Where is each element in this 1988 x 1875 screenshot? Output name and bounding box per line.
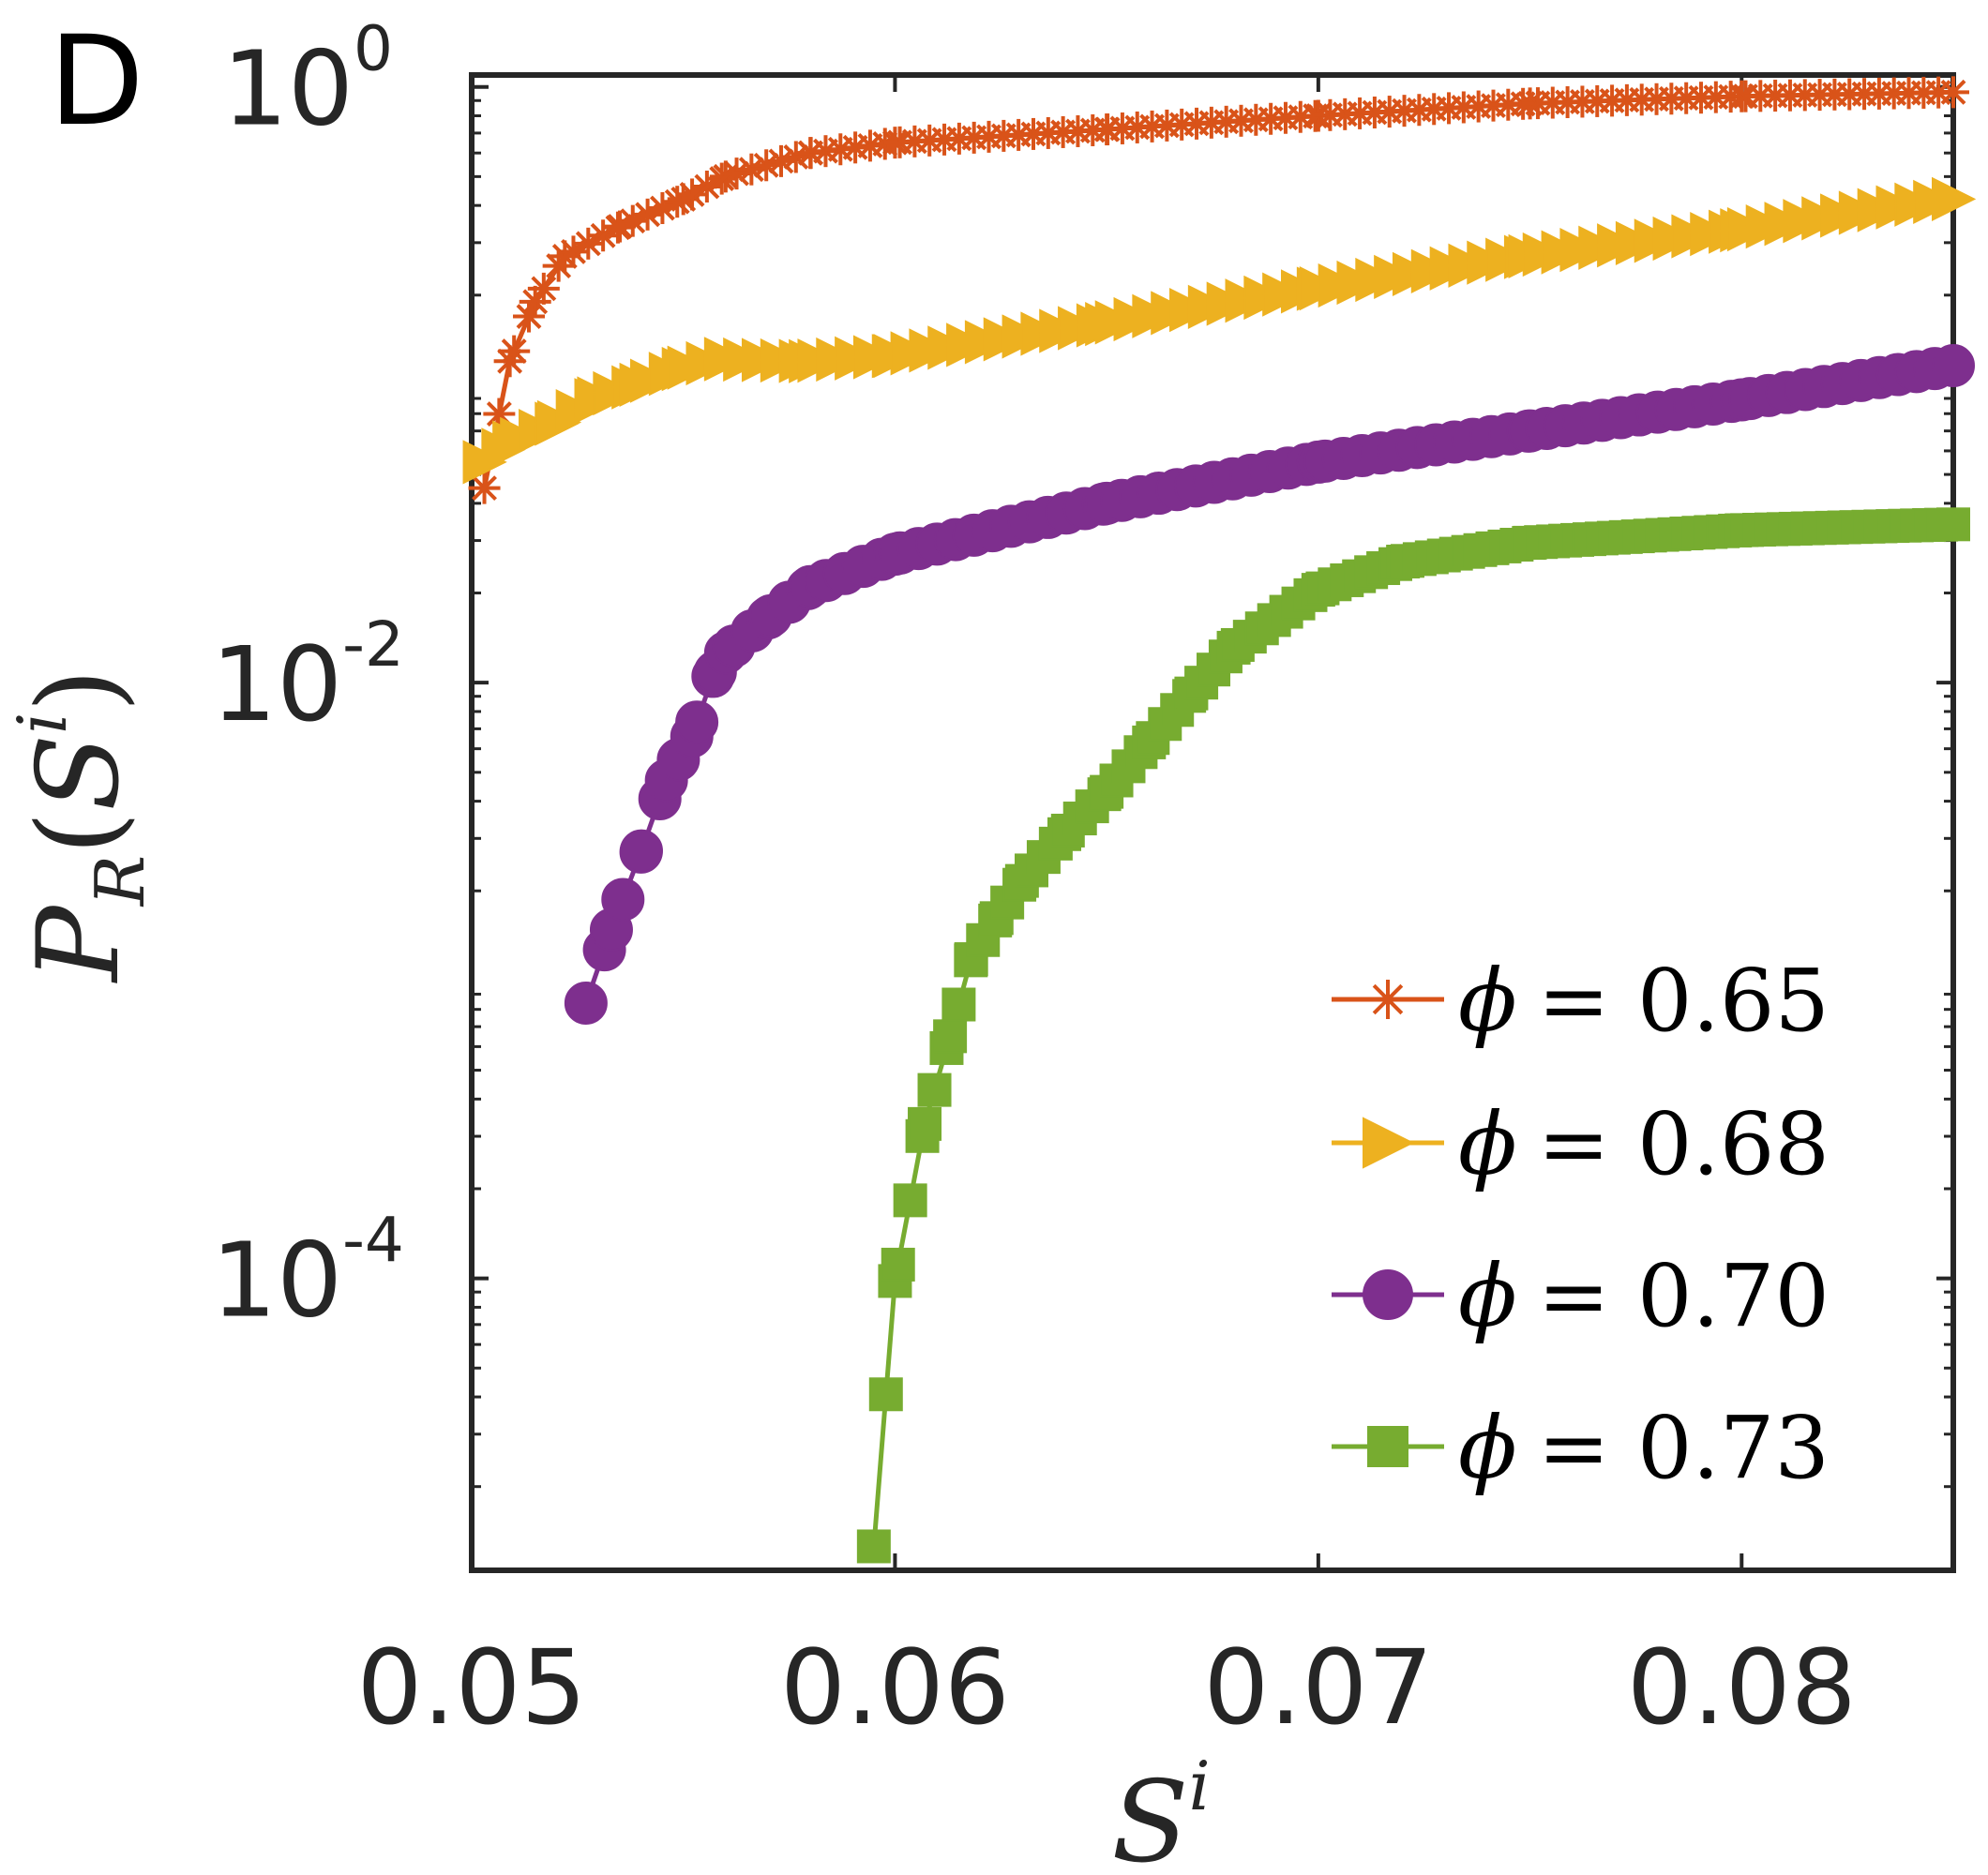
legend-item: ϕ = 0.68: [1332, 1094, 1830, 1194]
legend-label: ϕ = 0.68: [1458, 1094, 1830, 1194]
data-point: [513, 300, 546, 333]
data-point: [1367, 1426, 1408, 1467]
legend-value: = 0.68: [1538, 1094, 1830, 1194]
data-point: [1936, 507, 1970, 542]
data-point: [941, 987, 976, 1022]
x-tick-label: 0.05: [357, 1628, 587, 1748]
data-point: [468, 472, 501, 504]
data-point: [572, 227, 605, 260]
data-point: [893, 1183, 927, 1218]
legend-item: ϕ = 0.73: [1332, 1398, 1830, 1498]
series-3: [856, 507, 1970, 1564]
legend-phi: ϕ: [1458, 951, 1517, 1051]
data-point: [933, 1019, 968, 1054]
series-layer: [462, 76, 1977, 1564]
data-point: [604, 210, 636, 243]
legend-item: ϕ = 0.65: [1332, 951, 1830, 1051]
x-axis-label-sup: i: [1189, 1747, 1211, 1825]
x-axis-label-base: S: [1111, 1758, 1188, 1875]
data-point: [1932, 343, 1975, 387]
x-tick-label: 0.07: [1203, 1628, 1433, 1748]
legend-value: = 0.73: [1538, 1398, 1830, 1498]
series-2: [564, 343, 1975, 1025]
legend-phi: ϕ: [1458, 1094, 1517, 1194]
x-axis-ticks: 0.05 0.06 0.07 0.08: [357, 75, 1857, 1748]
x-axis-label: Si: [1111, 1747, 1210, 1875]
series-0: [468, 76, 1969, 504]
data-point: [881, 1247, 915, 1282]
legend-label: ϕ = 0.65: [1458, 951, 1830, 1051]
y-axis-label-sub: R: [81, 855, 159, 908]
y-axis-label-base: P: [14, 904, 144, 983]
data-point: [619, 829, 663, 873]
panel-label: D: [49, 9, 144, 154]
legend-label: ϕ = 0.73: [1458, 1398, 1830, 1498]
data-point: [1363, 1117, 1415, 1169]
legend-label: ϕ = 0.70: [1458, 1246, 1830, 1346]
data-point: [856, 1529, 891, 1564]
data-point: [1363, 1269, 1413, 1320]
y-tick-label: 10-2: [211, 608, 404, 744]
data-point: [601, 878, 645, 922]
data-point: [917, 1072, 952, 1107]
data-point: [498, 335, 531, 368]
y-axis-label: PR(Si): [3, 668, 159, 983]
data-point: [1937, 76, 1969, 109]
data-point: [1368, 980, 1408, 1019]
data-point: [564, 981, 608, 1025]
legend-item: ϕ = 0.70: [1332, 1246, 1830, 1346]
data-point: [868, 1377, 903, 1412]
y-axis-label-arg: S: [14, 734, 144, 811]
data-point: [1932, 176, 1977, 222]
y-tick-label: 10-4: [211, 1205, 404, 1341]
x-tick-label: 0.08: [1627, 1628, 1857, 1748]
plot-area: 0.05 0.06 0.07 0.08 10-4 10-2 100: [211, 13, 1977, 1748]
y-tick-label: 100: [222, 13, 393, 149]
x-tick-label: 0.06: [780, 1628, 1010, 1748]
legend-phi: ϕ: [1458, 1398, 1517, 1498]
legend-value: = 0.65: [1538, 951, 1830, 1051]
legend: ϕ = 0.65ϕ = 0.68ϕ = 0.70ϕ = 0.73: [1332, 951, 1830, 1498]
legend-phi: ϕ: [1458, 1246, 1517, 1346]
series-1: [462, 176, 1977, 485]
axes-box: [469, 72, 1956, 1573]
y-minor-ticks: [472, 98, 1953, 1489]
data-point: [527, 272, 560, 305]
data-point: [908, 1106, 942, 1141]
data-point: [675, 700, 719, 744]
y-axis-label-arg-sup: i: [3, 712, 82, 734]
legend-value: = 0.70: [1538, 1246, 1830, 1346]
